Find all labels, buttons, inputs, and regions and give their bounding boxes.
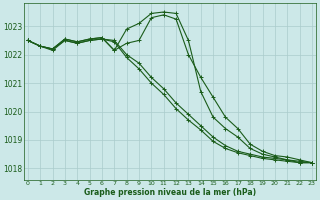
X-axis label: Graphe pression niveau de la mer (hPa): Graphe pression niveau de la mer (hPa) xyxy=(84,188,256,197)
